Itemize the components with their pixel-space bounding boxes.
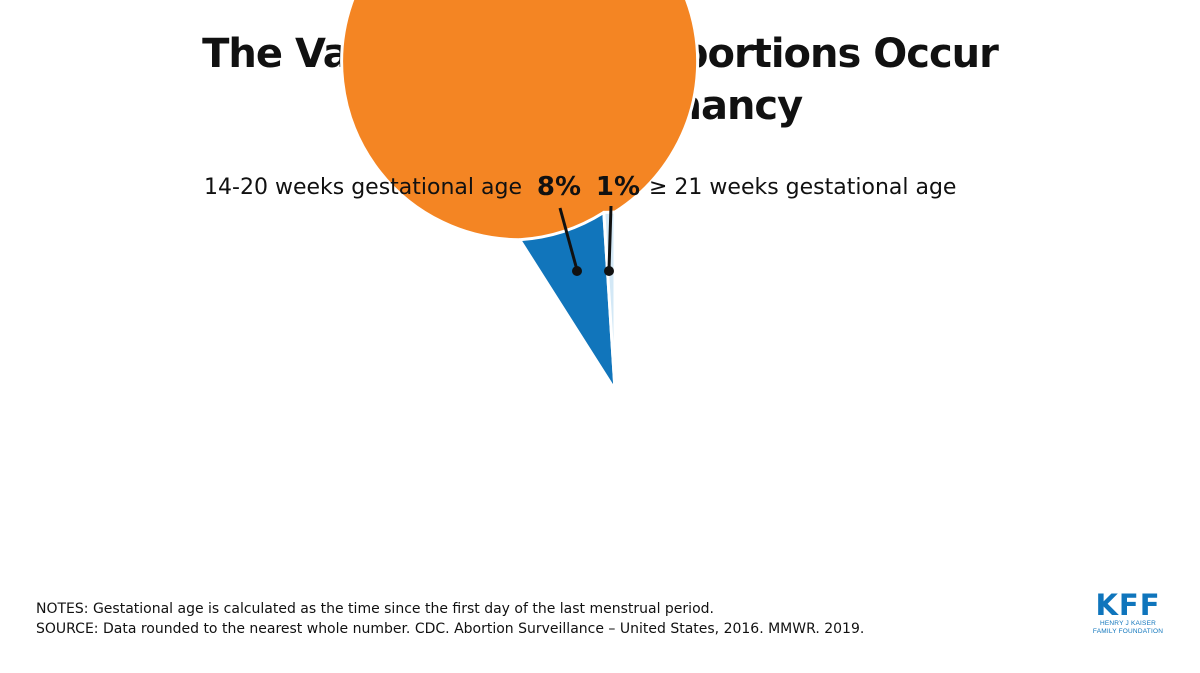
source-text: SOURCE: Data rounded to the nearest whol…: [36, 621, 865, 637]
slice-2-leader-dot: [572, 266, 582, 276]
kff-logo-subtitle: HENRY J KAISER FAMILY FOUNDATION: [1088, 620, 1168, 636]
kff-logo-line-2: FAMILY FOUNDATION: [1092, 628, 1164, 635]
slice-2-percent-label: 8%: [537, 172, 581, 202]
pie-slices: [340, 0, 700, 392]
footnotes: NOTES: Gestational age is calculated as …: [36, 599, 864, 639]
slice-2-leader-line: [558, 207, 579, 271]
slice-3-percent-label: 1%: [596, 172, 640, 202]
slice-1-percent-label: 91%: [591, 420, 653, 450]
notes-text: NOTES: Gestational age is calculated as …: [36, 601, 714, 617]
kff-logo-line-1: HENRY J KAISER: [1099, 620, 1157, 627]
slice-3-leader-line: [607, 205, 613, 271]
pie-slice-2: [518, 210, 617, 392]
slice-2-name-label: 14-20 weeks gestational age: [204, 175, 522, 200]
kff-logo: KFF HENRY J KAISER FAMILY FOUNDATION: [1088, 590, 1168, 636]
slice-1-name-line-2: gestational age: [540, 487, 703, 511]
pie-labels: 91% ≤ 13 weeks gestational age 8% 14-20 week…: [204, 172, 956, 511]
slice-1-name-line-1: ≤ 13 weeks: [560, 459, 684, 483]
pie-leader-lines: [558, 205, 614, 276]
slice-3-name-label: ≥ 21 weeks gestational age: [649, 175, 956, 200]
kff-logo-mark: KFF: [1095, 588, 1161, 622]
slice-3-leader-dot: [604, 266, 614, 276]
